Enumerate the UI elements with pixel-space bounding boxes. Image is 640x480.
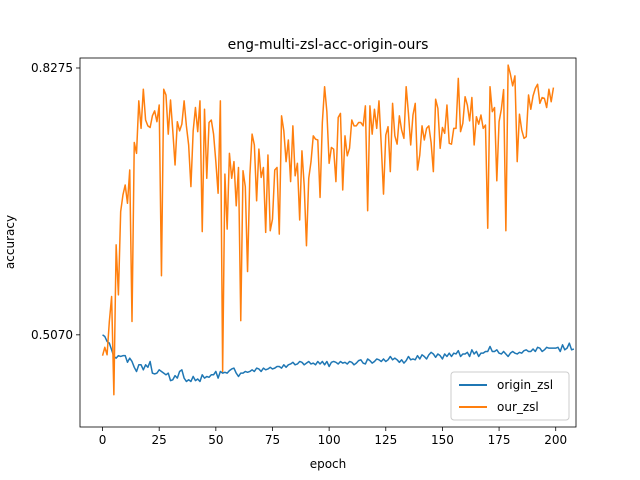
x-tick-label: 175 (488, 433, 511, 447)
x-tick-label: 200 (544, 433, 567, 447)
chart-title: eng-multi-zsl-acc-origin-ours (228, 37, 429, 53)
plot-area (101, 64, 575, 396)
x-tick-label: 75 (265, 433, 280, 447)
series-line-origin-zsl (102, 334, 575, 383)
x-tick-label: 150 (431, 433, 454, 447)
y-tick-label: 0.5070 (31, 328, 73, 342)
x-tick-label: 125 (374, 433, 397, 447)
x-tick-label: 0 (99, 433, 107, 447)
axes-frame (79, 57, 577, 428)
y-tick-label: 0.8275 (31, 61, 73, 75)
y-axis-label: accuracy (3, 215, 17, 269)
series-line-our-zsl (101, 64, 555, 396)
x-tick-label: 25 (152, 433, 167, 447)
legend: origin_zsl our_zsl (450, 371, 570, 421)
legend-label-origin-zsl: origin_zsl (497, 378, 553, 392)
axis-ticks: 0 25 50 75 100 125 150 175 200 0.5070 0.8275 (31, 61, 567, 447)
x-axis-label: epoch (310, 457, 347, 471)
x-tick-label: 100 (318, 433, 341, 447)
legend-label-our-zsl: our_zsl (497, 400, 539, 414)
x-tick-label: 50 (208, 433, 223, 447)
